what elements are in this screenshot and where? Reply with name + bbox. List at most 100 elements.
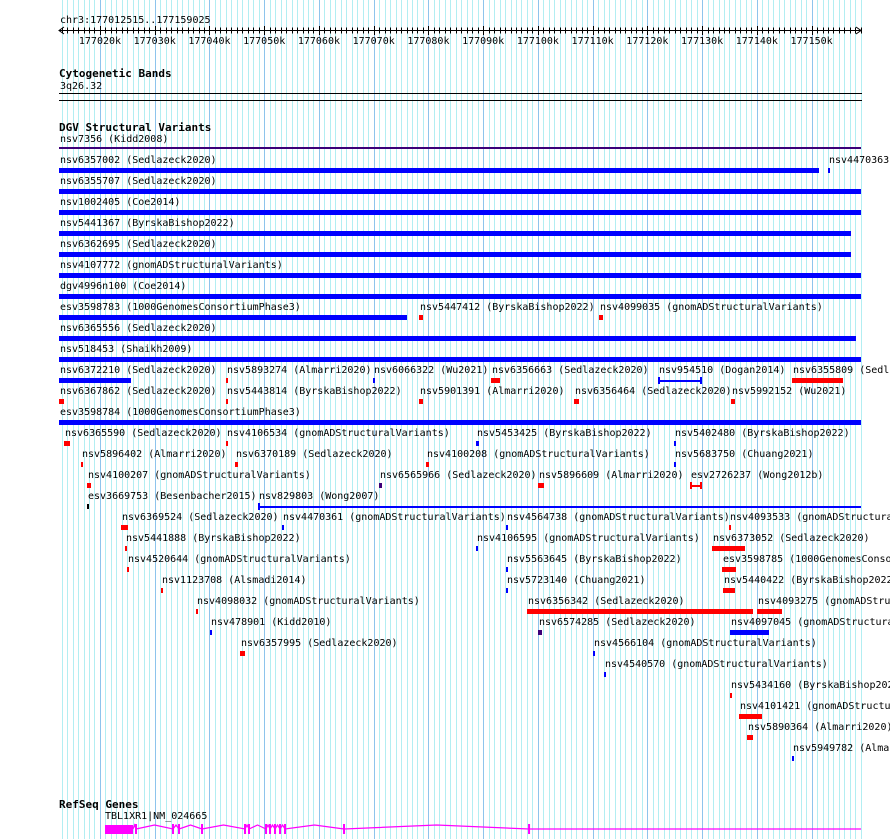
variant-feature[interactable] (196, 609, 198, 614)
track-title-cytogenetic-bands[interactable]: Cytogenetic Bands (59, 67, 172, 80)
variant-feature[interactable] (282, 525, 284, 530)
variant-feature[interactable] (757, 609, 782, 614)
variant-feature[interactable] (690, 482, 702, 489)
variant-label[interactable]: nsv6367862 (Sedlazeck2020) (60, 386, 217, 397)
variant-label[interactable]: nsv4540570 (gnomADStructuralVariants) (605, 659, 828, 670)
variant-label[interactable]: nsv1123708 (Alsmadi2014) (162, 575, 307, 586)
variant-feature[interactable] (419, 315, 423, 320)
variant-feature[interactable] (730, 693, 732, 698)
variant-label[interactable]: nsv5890364 (Almarri2020) (748, 722, 890, 733)
variant-label[interactable]: esv3598783 (1000GenomesConsortiumPhase3) (60, 302, 301, 313)
variant-feature[interactable] (59, 168, 819, 173)
variant-label[interactable]: dgv4996n100 (Coe2014) (60, 281, 187, 292)
variant-feature[interactable] (59, 231, 851, 236)
variant-label[interactable]: nsv518453 (Shaikh2009) (60, 344, 193, 355)
variant-label[interactable]: nsv5443814 (ByrskaBishop2022) (227, 386, 402, 397)
cyto-band-bar[interactable] (59, 93, 862, 94)
variant-feature[interactable] (506, 567, 508, 572)
variant-feature[interactable] (240, 651, 245, 656)
variant-feature[interactable] (373, 378, 375, 383)
variant-feature[interactable] (59, 315, 407, 320)
variant-label[interactable]: nsv5402480 (ByrskaBishop2022) (675, 428, 850, 439)
variant-feature[interactable] (747, 735, 753, 740)
variant-feature[interactable] (127, 567, 129, 572)
variant-label[interactable]: nsv4097045 (gnomADStructura (731, 617, 890, 628)
variant-feature[interactable] (59, 420, 861, 425)
variant-label[interactable]: nsv5896402 (Almarri2020) (82, 449, 227, 460)
variant-feature[interactable] (59, 336, 856, 341)
variant-label[interactable]: nsv5447412 (ByrskaBishop2022) (420, 302, 595, 313)
variant-label[interactable]: nsv5896609 (Almarri2020) (539, 470, 684, 481)
variant-feature[interactable] (161, 588, 163, 593)
variant-feature[interactable] (87, 483, 91, 488)
variant-label[interactable]: nsv478901 (Kidd2010) (211, 617, 332, 628)
ruler[interactable]: 177020k 177030k 177040k 177050k 177060k 17707… (0, 24, 890, 48)
variant-label[interactable]: nsv5453425 (ByrskaBishop2022) (477, 428, 652, 439)
variant-feature[interactable] (527, 609, 753, 614)
variant-feature[interactable] (59, 189, 861, 194)
variant-label[interactable]: nsv6355707 (Sedlazeck2020) (60, 176, 217, 187)
variant-label[interactable]: nsv4101421 (gnomADStructur (740, 701, 890, 712)
variant-feature[interactable] (730, 630, 769, 635)
variant-feature[interactable] (426, 462, 429, 467)
variant-feature[interactable] (121, 525, 128, 530)
variant-label[interactable]: nsv6355809 (Sedla (793, 365, 890, 376)
variant-label[interactable]: nsv7356 (Kidd2008) (60, 134, 169, 145)
variant-label[interactable]: nsv5440422 (ByrskaBishop2022 (724, 575, 890, 586)
variant-feature[interactable] (574, 399, 579, 404)
variant-label[interactable]: nsv6356464 (Sedlazeck2020) (575, 386, 732, 397)
variant-feature[interactable] (476, 546, 478, 551)
variant-label[interactable]: nsv5563645 (ByrskaBishop2022) (507, 554, 682, 565)
variant-label[interactable]: nsv4564738 (gnomADStructuralVariants) (507, 512, 730, 523)
variant-label[interactable]: nsv4100207 (gnomADStructuralVariants) (88, 470, 311, 481)
variant-label[interactable]: nsv6362695 (Sedlazeck2020) (60, 239, 217, 250)
variant-feature[interactable] (604, 672, 606, 677)
variant-feature[interactable] (379, 483, 382, 488)
variant-label[interactable]: nsv6369524 (Sedlazeck2020) (122, 512, 279, 523)
variant-label[interactable]: nsv6356342 (Sedlazeck2020) (528, 596, 685, 607)
variant-label[interactable]: nsv5949782 (Almar (793, 743, 890, 754)
variant-feature[interactable] (658, 377, 702, 384)
variant-feature[interactable] (59, 252, 851, 257)
variant-label[interactable]: nsv4470363 (829, 155, 890, 166)
variant-label[interactable]: nsv5992152 (Wu2021) (732, 386, 847, 397)
variant-label[interactable]: nsv6370189 (Sedlazeck2020) (236, 449, 393, 460)
variant-feature[interactable] (593, 651, 595, 656)
variant-label[interactable]: nsv4099035 (gnomADStructuralVariants) (600, 302, 823, 313)
variant-feature[interactable] (538, 483, 544, 488)
variant-label[interactable]: nsv6373052 (Sedlazeck2020) (713, 533, 870, 544)
variant-feature[interactable] (506, 588, 508, 593)
variant-feature[interactable] (419, 399, 423, 404)
variant-feature[interactable] (712, 546, 745, 551)
variant-label[interactable]: nsv4093533 (gnomADStructura (730, 512, 890, 523)
variant-feature[interactable] (235, 462, 238, 467)
variant-feature[interactable] (491, 378, 500, 383)
variant-label[interactable]: nsv5901391 (Almarri2020) (420, 386, 565, 397)
variant-feature[interactable] (792, 756, 794, 761)
variant-label[interactable]: nsv6357995 (Sedlazeck2020) (241, 638, 398, 649)
variant-label[interactable]: nsv4107772 (gnomADStructuralVariants) (60, 260, 283, 271)
variant-feature[interactable] (59, 147, 861, 149)
variant-label[interactable]: nsv954510 (Dogan2014) (659, 365, 786, 376)
variant-label[interactable]: nsv6066322 (Wu2021) (374, 365, 489, 376)
variant-feature[interactable] (258, 503, 861, 510)
variant-feature[interactable] (226, 399, 228, 404)
track-title-refseq-genes[interactable]: RefSeq Genes (59, 798, 139, 811)
variant-feature[interactable] (739, 714, 762, 719)
variant-label[interactable]: nsv4106534 (gnomADStructuralVariants) (227, 428, 450, 439)
variant-feature[interactable] (538, 630, 542, 635)
variant-label[interactable]: esv3598784 (1000GenomesConsortiumPhase3) (60, 407, 301, 418)
variant-feature[interactable] (64, 441, 70, 446)
variant-feature[interactable] (81, 462, 83, 467)
variant-label[interactable]: nsv4520644 (gnomADStructuralVariants) (128, 554, 351, 565)
variant-feature[interactable] (59, 294, 861, 299)
variant-label[interactable]: nsv4100208 (gnomADStructuralVariants) (427, 449, 650, 460)
variant-label[interactable]: nsv1002405 (Coe2014) (60, 197, 181, 208)
variant-label[interactable]: nsv6574285 (Sedlazeck2020) (539, 617, 696, 628)
variant-feature[interactable] (59, 210, 861, 215)
variant-feature[interactable] (599, 315, 603, 320)
variant-label[interactable]: nsv5893274 (Almarri2020) (227, 365, 372, 376)
variant-label[interactable]: nsv4566104 (gnomADStructuralVariants) (594, 638, 817, 649)
variant-label[interactable]: nsv829803 (Wong2007) (259, 491, 380, 502)
variant-feature[interactable] (59, 378, 131, 383)
